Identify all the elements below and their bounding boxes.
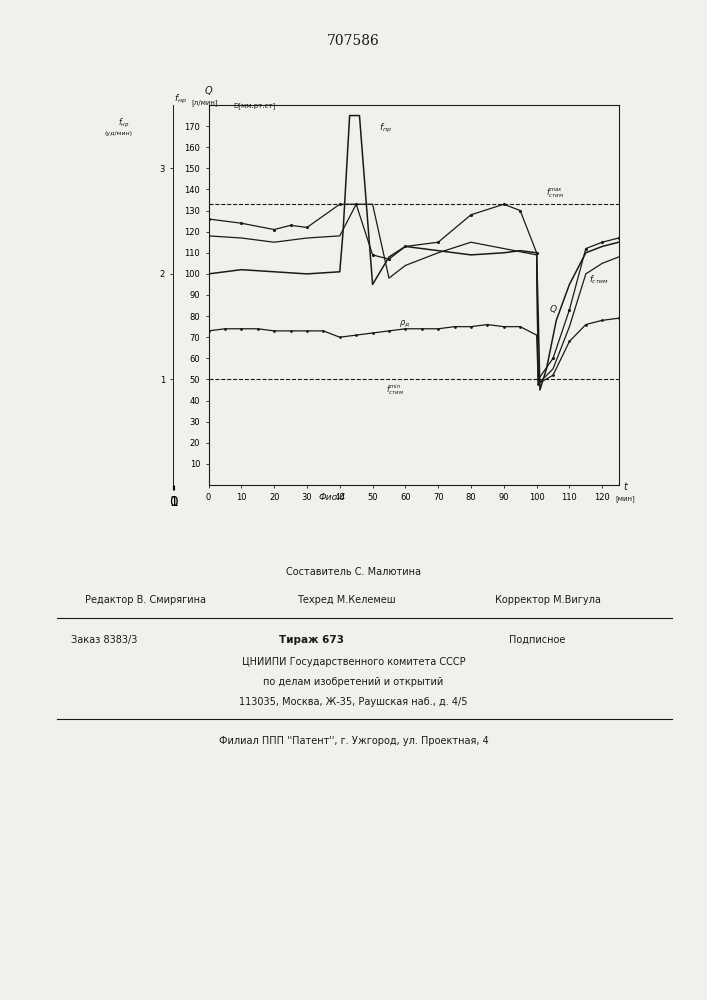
Text: $f_{стим}$: $f_{стим}$ [589, 273, 609, 286]
Text: 113035, Москва, Ж-35, Раушская наб., д. 4/5: 113035, Москва, Ж-35, Раушская наб., д. … [239, 697, 468, 707]
Text: $f^{max}_{стим}$: $f^{max}_{стим}$ [547, 187, 564, 200]
Text: Техред М.Келемеш: Техред М.Келемеш [297, 595, 395, 605]
Text: [мин]: [мин] [616, 495, 636, 502]
Text: Заказ 8383/3: Заказ 8383/3 [71, 635, 137, 645]
Text: 707586: 707586 [327, 34, 380, 48]
Text: Q: Q [550, 305, 557, 314]
Text: по делам изобретений и открытий: по делам изобретений и открытий [264, 677, 443, 687]
Text: $t$: $t$ [623, 480, 629, 492]
Text: Редактор В. Смирягина: Редактор В. Смирягина [85, 595, 206, 605]
Text: [л/мин]: [л/мин] [192, 99, 218, 106]
Text: Составитель С. Малютина: Составитель С. Малютина [286, 567, 421, 577]
Text: $f_{нр}$: $f_{нр}$ [174, 92, 187, 105]
Text: Q: Q [205, 86, 212, 96]
Text: Корректор М.Вигула: Корректор М.Вигула [495, 595, 601, 605]
Text: $f^{min}_{стим}$: $f^{min}_{стим}$ [386, 382, 404, 397]
Text: (уд/мин): (уд/мин) [104, 131, 132, 136]
Text: ЦНИИПИ Государственного комитета СССР: ЦНИИПИ Государственного комитета СССР [242, 657, 465, 667]
Text: Тираж 673: Тираж 673 [279, 635, 344, 645]
Text: D[мм.рт.ст]: D[мм.рт.ст] [233, 102, 276, 109]
Text: Подписное: Подписное [509, 635, 566, 645]
Text: $f_{пр}$: $f_{пр}$ [379, 122, 392, 135]
Text: Фис.4: Фис.4 [319, 493, 346, 502]
Text: Филиал ППП ''Патент'', г. Ужгород, ул. Проектная, 4: Филиал ППП ''Патент'', г. Ужгород, ул. П… [218, 736, 489, 746]
Text: $f_{нр}$: $f_{нр}$ [118, 116, 129, 129]
Text: $\rho_д$: $\rho_д$ [399, 318, 410, 329]
